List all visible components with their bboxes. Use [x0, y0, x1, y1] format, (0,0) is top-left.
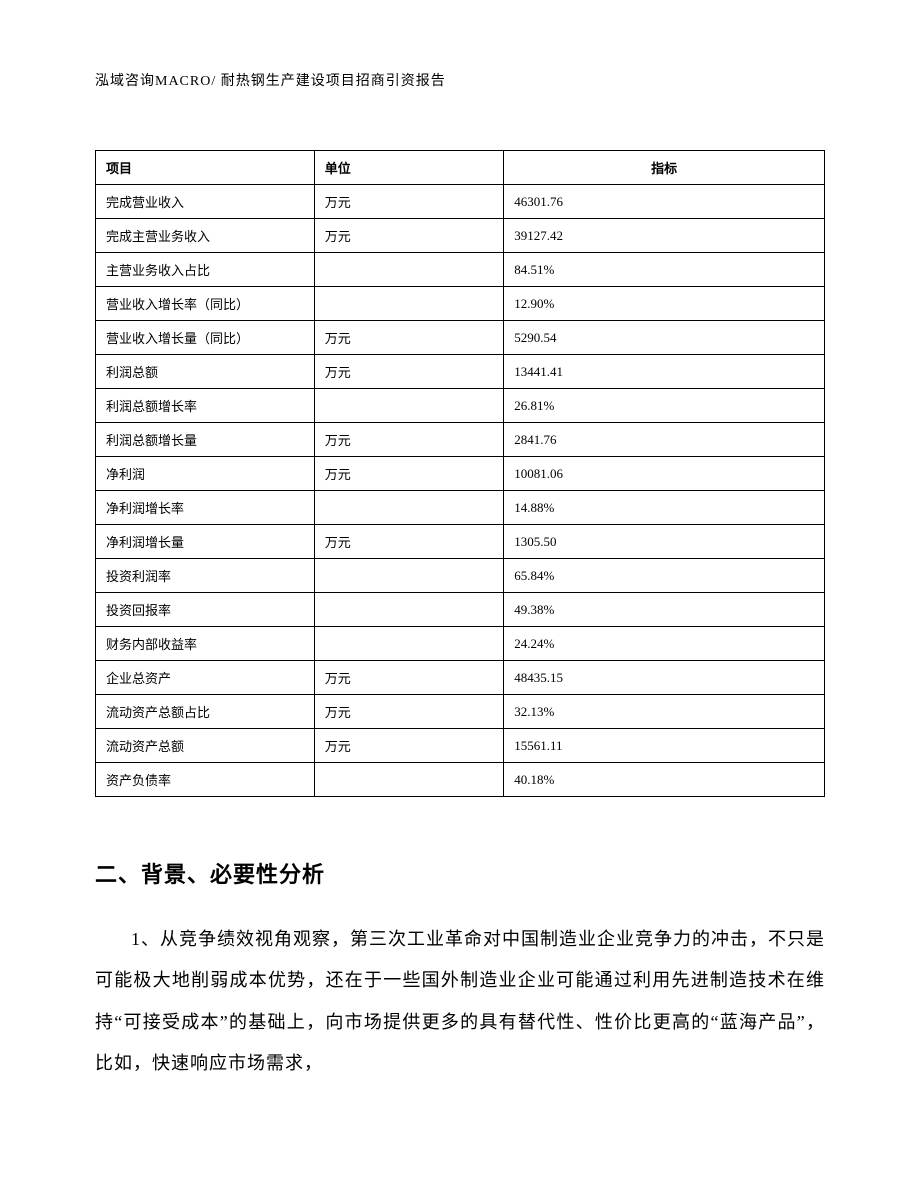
table-cell: 48435.15 — [504, 661, 825, 695]
table-row: 营业收入增长率（同比） 12.90% — [96, 287, 825, 321]
table-row: 完成主营业务收入万元39127.42 — [96, 219, 825, 253]
table-row: 完成营业收入万元46301.76 — [96, 185, 825, 219]
table-cell: 5290.54 — [504, 321, 825, 355]
table-row: 流动资产总额万元15561.11 — [96, 729, 825, 763]
table-cell: 39127.42 — [504, 219, 825, 253]
table-header-cell: 项目 — [96, 151, 315, 185]
table-cell: 营业收入增长量（同比） — [96, 321, 315, 355]
table-row: 营业收入增长量（同比）万元5290.54 — [96, 321, 825, 355]
table-cell: 利润总额 — [96, 355, 315, 389]
table-cell: 流动资产总额占比 — [96, 695, 315, 729]
table-cell: 投资回报率 — [96, 593, 315, 627]
table-cell — [314, 763, 504, 797]
table-cell: 投资利润率 — [96, 559, 315, 593]
section-heading: 二、背景、必要性分析 — [95, 857, 825, 889]
table-cell: 万元 — [314, 185, 504, 219]
table-cell: 15561.11 — [504, 729, 825, 763]
table-cell: 万元 — [314, 423, 504, 457]
table-cell: 流动资产总额 — [96, 729, 315, 763]
table-cell: 12.90% — [504, 287, 825, 321]
table-row: 利润总额万元13441.41 — [96, 355, 825, 389]
table-cell: 万元 — [314, 661, 504, 695]
table-cell: 营业收入增长率（同比） — [96, 287, 315, 321]
table-cell: 净利润增长量 — [96, 525, 315, 559]
table-cell: 完成主营业务收入 — [96, 219, 315, 253]
table-row: 主营业务收入占比 84.51% — [96, 253, 825, 287]
table-cell: 24.24% — [504, 627, 825, 661]
table-cell: 1305.50 — [504, 525, 825, 559]
table-cell: 万元 — [314, 321, 504, 355]
table-cell — [314, 627, 504, 661]
table-cell: 财务内部收益率 — [96, 627, 315, 661]
table-cell — [314, 253, 504, 287]
table-cell: 84.51% — [504, 253, 825, 287]
table-cell: 净利润 — [96, 457, 315, 491]
table-row: 利润总额增长量万元2841.76 — [96, 423, 825, 457]
table-cell: 65.84% — [504, 559, 825, 593]
table-cell: 26.81% — [504, 389, 825, 423]
table-cell — [314, 491, 504, 525]
table-cell: 10081.06 — [504, 457, 825, 491]
table-cell — [314, 559, 504, 593]
table-row: 净利润万元10081.06 — [96, 457, 825, 491]
table-row: 投资回报率 49.38% — [96, 593, 825, 627]
table-header-cell: 指标 — [504, 151, 825, 185]
table-cell: 资产负债率 — [96, 763, 315, 797]
table-row: 财务内部收益率 24.24% — [96, 627, 825, 661]
table-cell: 万元 — [314, 695, 504, 729]
table-cell — [314, 287, 504, 321]
table-cell: 万元 — [314, 457, 504, 491]
table-cell: 利润总额增长量 — [96, 423, 315, 457]
table-cell: 2841.76 — [504, 423, 825, 457]
table-row: 资产负债率 40.18% — [96, 763, 825, 797]
table-cell: 49.38% — [504, 593, 825, 627]
table-row: 投资利润率 65.84% — [96, 559, 825, 593]
table-cell: 万元 — [314, 525, 504, 559]
table-row: 净利润增长率 14.88% — [96, 491, 825, 525]
body-paragraph: 1、从竞争绩效视角观察，第三次工业革命对中国制造业企业竞争力的冲击，不只是可能极… — [95, 919, 825, 1085]
table-cell: 13441.41 — [504, 355, 825, 389]
table-cell: 14.88% — [504, 491, 825, 525]
page-header: 泓域咨询MACRO/ 耐热钢生产建设项目招商引资报告 — [95, 70, 825, 90]
table-cell — [314, 389, 504, 423]
table-cell: 46301.76 — [504, 185, 825, 219]
table-row: 净利润增长量万元1305.50 — [96, 525, 825, 559]
table-cell: 万元 — [314, 355, 504, 389]
table-cell: 40.18% — [504, 763, 825, 797]
table-header-row: 项目 单位 指标 — [96, 151, 825, 185]
table-cell — [314, 593, 504, 627]
table-cell: 利润总额增长率 — [96, 389, 315, 423]
table-row: 利润总额增长率 26.81% — [96, 389, 825, 423]
table-row: 流动资产总额占比万元32.13% — [96, 695, 825, 729]
financial-table: 项目 单位 指标 完成营业收入万元46301.76完成主营业务收入万元39127… — [95, 150, 825, 797]
table-header-cell: 单位 — [314, 151, 504, 185]
table-cell: 净利润增长率 — [96, 491, 315, 525]
table-cell: 企业总资产 — [96, 661, 315, 695]
table-cell: 完成营业收入 — [96, 185, 315, 219]
table-cell: 主营业务收入占比 — [96, 253, 315, 287]
table-cell: 万元 — [314, 729, 504, 763]
table-cell: 32.13% — [504, 695, 825, 729]
table-row: 企业总资产万元48435.15 — [96, 661, 825, 695]
table-cell: 万元 — [314, 219, 504, 253]
